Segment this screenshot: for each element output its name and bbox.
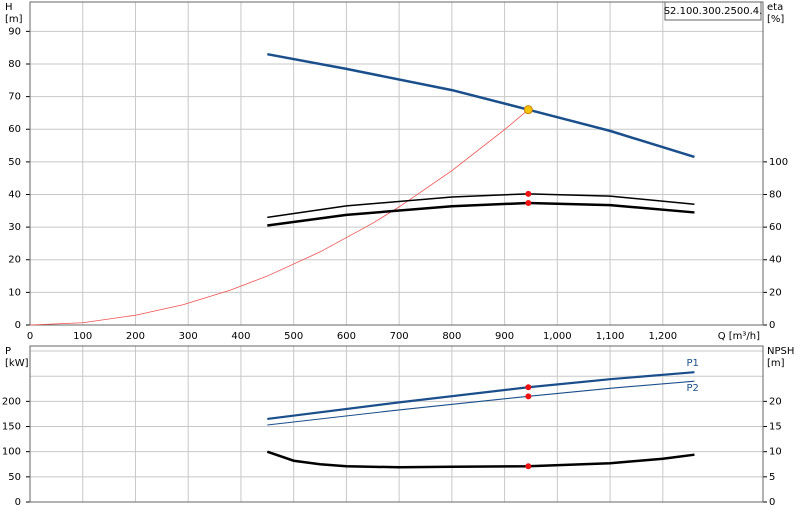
x-tick-label: 600 bbox=[337, 331, 356, 342]
x-tick-label: 1,000 bbox=[543, 331, 572, 342]
y-tick-label: 50 bbox=[8, 157, 21, 168]
duty-point bbox=[525, 190, 532, 197]
curve bbox=[266, 450, 695, 469]
duty-point bbox=[525, 463, 532, 470]
x-tick-label: 300 bbox=[179, 331, 198, 342]
plot-frame bbox=[29, 345, 764, 503]
x-tick-label: 400 bbox=[231, 331, 250, 342]
y-axis-label: P bbox=[5, 346, 11, 357]
y-tick-label: 90 bbox=[8, 26, 21, 37]
id-box bbox=[664, 1, 762, 21]
y-axis-label: H bbox=[5, 2, 13, 13]
y2-tick-label: 10 bbox=[769, 447, 782, 458]
y2-axis-label: eta bbox=[767, 2, 783, 13]
id-label: S2.100.300.2500.4. bbox=[664, 6, 763, 17]
y-tick-label: 0 bbox=[15, 320, 21, 331]
duty-point bbox=[523, 105, 533, 115]
y2-tick-label: 0 bbox=[769, 320, 775, 331]
y2-axis-label: [m] bbox=[767, 358, 785, 369]
y2-tick-label: 100 bbox=[769, 157, 788, 168]
curve bbox=[267, 193, 695, 219]
series-label: P2 bbox=[686, 383, 698, 394]
x-tick-label: 900 bbox=[495, 331, 514, 342]
duty-point bbox=[525, 393, 532, 400]
curve bbox=[267, 371, 695, 421]
y-tick-label: 0 bbox=[15, 497, 21, 508]
y-tick-label: 50 bbox=[8, 472, 21, 483]
y-axis-label: [kW] bbox=[5, 358, 29, 369]
y2-tick-label: 60 bbox=[769, 222, 782, 233]
x-tick-label: 0 bbox=[27, 331, 33, 342]
x-tick-label: 700 bbox=[390, 331, 409, 342]
y-tick-label: 100 bbox=[2, 447, 21, 458]
y-tick-label: 200 bbox=[2, 396, 21, 407]
duty-point bbox=[525, 199, 532, 206]
y2-tick-label: 5 bbox=[769, 472, 775, 483]
y-tick-label: 80 bbox=[8, 59, 21, 70]
y2-tick-label: 20 bbox=[769, 287, 782, 298]
y-tick-label: 40 bbox=[8, 189, 21, 200]
y2-tick-label: 40 bbox=[769, 255, 782, 266]
y-tick-label: 30 bbox=[8, 222, 21, 233]
y2-tick-label: 0 bbox=[769, 497, 775, 508]
y-tick-label: 60 bbox=[8, 124, 21, 135]
curve bbox=[267, 201, 695, 227]
duty-point bbox=[525, 384, 532, 391]
curve bbox=[267, 52, 695, 159]
x-axis-label: Q [m³/h] bbox=[718, 331, 760, 342]
y-tick-label: 10 bbox=[8, 287, 21, 298]
y-tick-label: 70 bbox=[8, 92, 21, 103]
x-tick-label: 800 bbox=[442, 331, 461, 342]
y2-tick-label: 15 bbox=[769, 422, 782, 433]
y-tick-label: 20 bbox=[8, 255, 21, 266]
y2-axis-label: [%] bbox=[767, 14, 784, 25]
y-tick-label: 150 bbox=[2, 422, 21, 433]
y2-tick-label: 20 bbox=[769, 396, 782, 407]
x-tick-label: 200 bbox=[126, 331, 145, 342]
x-tick-label: 500 bbox=[284, 331, 303, 342]
y-axis-label: [m] bbox=[5, 14, 23, 25]
y2-axis-label: NPSH bbox=[767, 346, 794, 357]
x-tick-label: 100 bbox=[73, 331, 92, 342]
series-label: P1 bbox=[686, 358, 698, 369]
plot-frame bbox=[29, 1, 764, 326]
curve bbox=[29, 109, 529, 326]
y2-tick-label: 80 bbox=[769, 189, 782, 200]
x-tick-label: 1,100 bbox=[596, 331, 625, 342]
curve bbox=[267, 380, 695, 426]
x-tick-label: 1,200 bbox=[648, 331, 677, 342]
